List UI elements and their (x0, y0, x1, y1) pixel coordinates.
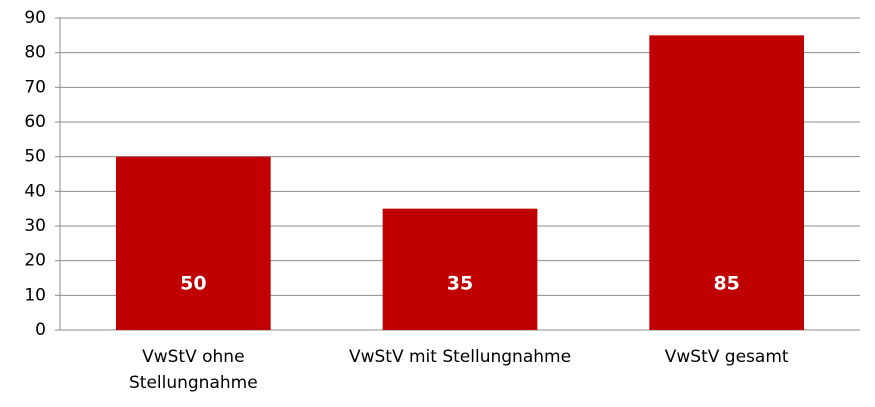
y-tick-label: 0 (35, 320, 46, 340)
y-tick-label: 60 (24, 112, 46, 132)
bar (649, 35, 804, 330)
bar (116, 156, 271, 330)
bar (382, 208, 538, 330)
x-tick-label: VwStV ohne Stellungnahme (128, 347, 258, 393)
y-tick-label: 80 (24, 43, 46, 63)
data-label: 50 (180, 273, 206, 295)
data-label: 85 (713, 273, 739, 295)
x-tick-label: VwStV mit Stellungnahme (348, 347, 572, 367)
y-tick-label: 10 (24, 285, 46, 305)
y-tick-label: 90 (24, 8, 46, 28)
y-tick-label: 40 (24, 181, 46, 201)
y-tick-label: 50 (24, 147, 46, 167)
data-label: 35 (447, 273, 473, 295)
y-tick-label: 20 (24, 251, 46, 271)
x-tick-label: VwStV gesamt (664, 347, 789, 367)
y-tick-label: 70 (24, 77, 46, 97)
y-tick-label: 30 (24, 216, 46, 236)
